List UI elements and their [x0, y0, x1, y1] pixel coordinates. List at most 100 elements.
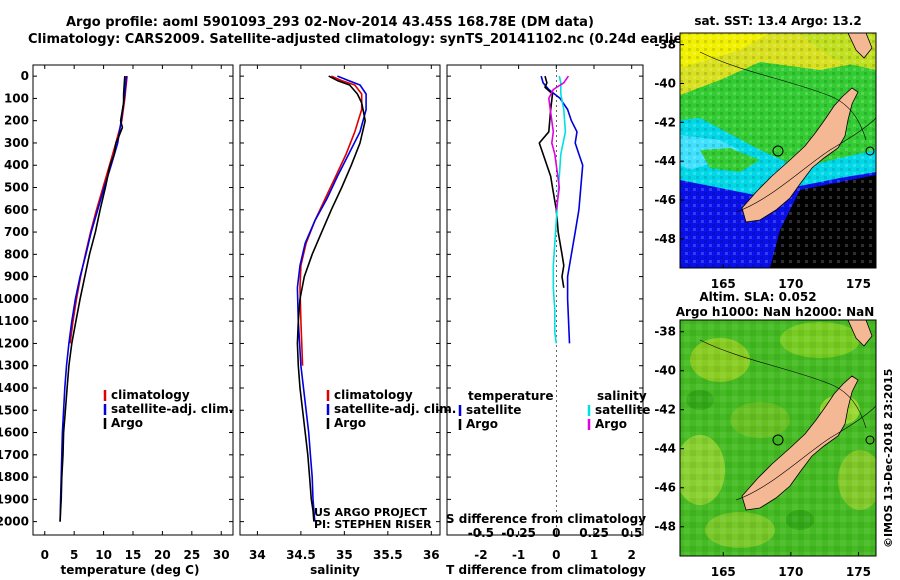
sst-map-ytick-label: -42: [654, 115, 676, 129]
salinity-xtick-label: 34: [249, 548, 266, 562]
salinity-axes-box: [239, 64, 441, 536]
diff-legend-label: Argo: [466, 417, 498, 431]
legend-group-temperature: temperature: [468, 389, 553, 403]
difference-xlabel: T difference from climatology: [446, 563, 646, 577]
s-diff-tick-label: -0.25: [501, 526, 536, 540]
depth-tick-label: 0: [21, 69, 29, 83]
depth-tick-label: 2000: [0, 515, 29, 529]
depth-tick-label: 1800: [0, 470, 29, 484]
depth-tick-label: 1500: [0, 403, 29, 417]
legend-group-salinity: salinity: [597, 389, 647, 403]
difference-xtick-label: -1: [512, 548, 525, 562]
salinity-legend-label: climatology: [334, 388, 413, 402]
sst-map-xtick-label: 175: [846, 277, 871, 291]
temperature-legend-label: Argo: [111, 416, 143, 430]
sst-map-ytick-label: -40: [654, 76, 676, 90]
sla-map-xtick-label: 165: [711, 565, 736, 579]
salinity-legend-label: Argo: [334, 416, 366, 430]
sla-map-axes: 165 170 175 -38 -40 -42 -44 -46 -48: [654, 319, 877, 579]
figure-title-line2: Climatology: CARS2009. Satellite-adjuste…: [28, 32, 695, 47]
depth-tick-label: 200: [4, 114, 29, 128]
depth-tick-label: 1400: [0, 381, 29, 395]
sst-map-axes: 165 170 175 -38 -40 -42 -44 -46 -48: [654, 32, 877, 291]
sla-map-subtitle: Argo h1000: NaN h2000: NaN: [676, 305, 875, 319]
credit-pi: PI: STEPHEN RISER: [314, 518, 432, 531]
sst-map-ytick-label: -44: [654, 154, 676, 168]
salinity-legend-label: satellite-adj. clim.: [334, 402, 456, 416]
sla-map-ytick-label: -42: [654, 403, 676, 417]
temperature-xtick-label: 25: [183, 548, 200, 562]
temperature-xlabel: temperature (deg C): [61, 563, 200, 577]
sla-map-ytick-label: -46: [654, 481, 676, 495]
sst-map-xtick-label: 170: [778, 277, 803, 291]
temperature-xtick-label: 0: [41, 548, 49, 562]
salinity-series-satellite-adj-clim-: [296, 75, 367, 522]
sla-south-island-shape: [741, 375, 859, 511]
depth-tick-label: 700: [4, 225, 29, 239]
sst-map-ytick-label: -48: [654, 232, 676, 246]
diff-legend-label: satellite: [595, 403, 650, 417]
temperature-series-satellite-adj-clim-: [59, 76, 128, 522]
sst-map-ytick-label: -38: [654, 38, 676, 52]
credit-project: US ARGO PROJECT: [314, 506, 427, 519]
sst-argo-location-marker: [772, 145, 784, 157]
sla-map-ytick-label: -48: [654, 520, 676, 534]
sla-map-frame: [679, 319, 877, 557]
diff-legend-label: satellite: [466, 403, 521, 417]
temperature-xtick-label: 10: [95, 548, 112, 562]
salinity-xlabel: salinity: [310, 563, 360, 577]
s-diff-tick-label: 0.25: [579, 526, 609, 540]
south-island-shape: [741, 87, 859, 223]
depth-tick-label: 500: [4, 181, 29, 195]
sst-map: [680, 33, 876, 268]
difference-xtick-label: 2: [628, 548, 636, 562]
sla-map-ytick-label: -44: [654, 442, 676, 456]
depth-tick-label: 300: [4, 136, 29, 150]
depth-tick-label: 1100: [0, 314, 29, 328]
difference-xtick-label: 0: [552, 548, 560, 562]
sst-map-frame: [679, 32, 877, 269]
depth-tick-label: 100: [4, 91, 29, 105]
depth-tick-label: 1900: [0, 492, 29, 506]
figure-title-line1: Argo profile: aoml 5901093_293 02-Nov-20…: [66, 15, 594, 30]
sst-map-title: sat. SST: 13.4 Argo: 13.2: [694, 14, 861, 28]
depth-tick-label: 400: [4, 158, 29, 172]
depth-tick-label: 1700: [0, 448, 29, 462]
depth-tick-label: 800: [4, 247, 29, 261]
salinity-series-climatology: [299, 75, 363, 366]
temperature-xtick-label: 30: [213, 548, 230, 562]
diff-legend-label: Argo: [595, 417, 627, 431]
depth-tick-label: 600: [4, 203, 29, 217]
temperature-profile-chart: 0100200300400500600700800900100011001200…: [0, 64, 234, 562]
north-island-shape: [847, 33, 873, 59]
temperature-xtick-label: 20: [154, 548, 171, 562]
depth-tick-label: 900: [4, 270, 29, 284]
salinity-xtick-label: 34.5: [286, 548, 316, 562]
sla-map-xtick-label: 175: [846, 565, 871, 579]
depth-tick-label: 1300: [0, 359, 29, 373]
salinity-xtick-label: 35.5: [373, 548, 403, 562]
temperature-legend-label: satellite-adj. clim.: [111, 402, 233, 416]
sla-map: [680, 320, 876, 556]
depth-tick-label: 1600: [0, 426, 29, 440]
sla-map-xtick-label: 170: [778, 565, 803, 579]
s-diff-tick-label: 0.5: [621, 526, 642, 540]
s-diff-tick-label: -0.5: [468, 526, 494, 540]
temperature-legend-label: climatology: [111, 388, 190, 402]
difference-s-xlabel: S difference from climatology: [446, 512, 646, 526]
difference-axes-box: [446, 64, 644, 536]
salinity-profile-chart: 34 34.5 35 35.5 36 climatologysatellite-adj. …: [239, 64, 456, 562]
difference-series-s-satellite: [552, 75, 567, 344]
temperature-series-argo: [59, 76, 126, 522]
difference-xtick-label: -2: [474, 548, 487, 562]
sla-map-title: Altim. SLA: 0.052: [699, 290, 816, 304]
difference-xtick-label: 1: [590, 548, 598, 562]
difference-profile-chart: -2 -1 0 1 2 -0.5 -0.25 0 0.25 0.5 temperature salin…: [446, 64, 650, 562]
difference-series-s-argo: [547, 75, 570, 210]
temperature-xtick-label: 15: [125, 548, 142, 562]
depth-tick-label: 1200: [0, 336, 29, 350]
salinity-xtick-label: 35: [336, 548, 353, 562]
difference-series-t-satellite: [540, 75, 584, 344]
sla-map-ytick-label: -40: [654, 364, 676, 378]
